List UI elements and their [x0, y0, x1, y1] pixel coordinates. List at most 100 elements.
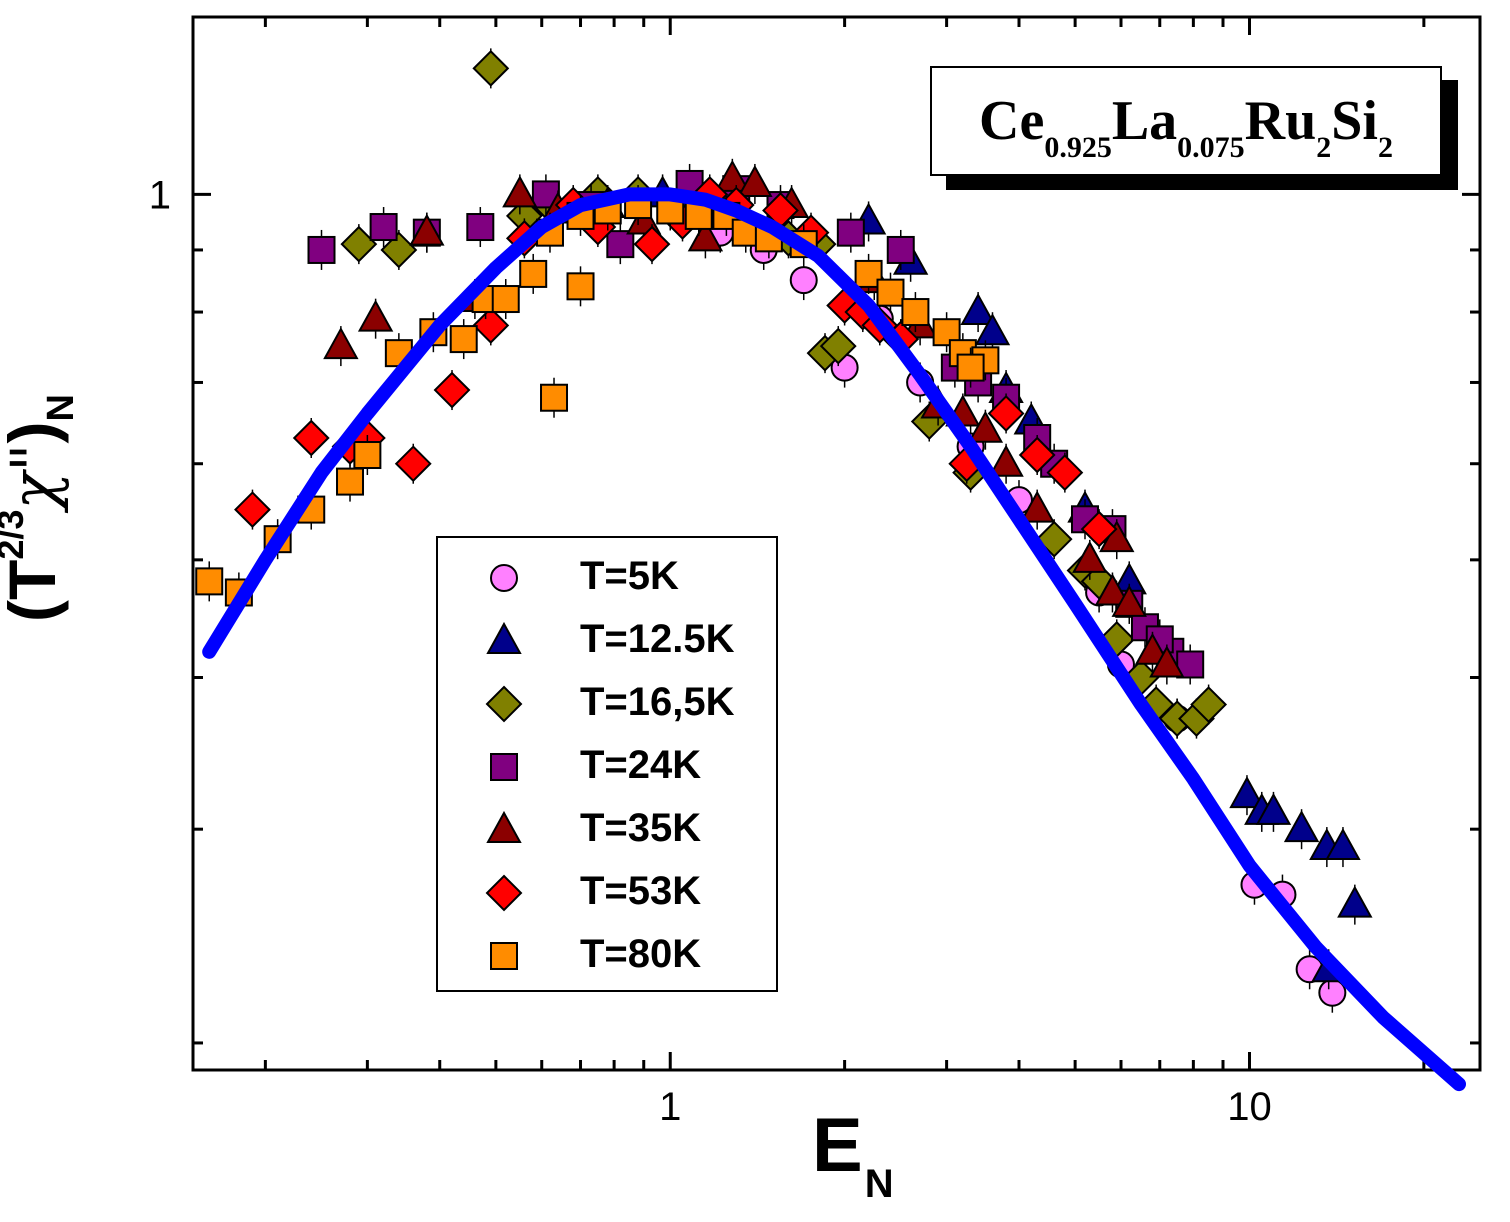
data-point — [956, 353, 985, 382]
legend-item: T=24K — [438, 737, 778, 797]
data-point — [987, 395, 1025, 432]
data-point — [819, 327, 857, 365]
legend-item: T=16,5K — [438, 674, 778, 734]
data-point — [967, 410, 1004, 443]
x-axis-label-sub: N — [864, 1162, 894, 1206]
compound-annotation: Ce0.925La0.075Ru2Si2 — [930, 66, 1442, 176]
data-point — [540, 383, 569, 412]
data-point — [195, 567, 224, 596]
element-ce-sub: 0.925 — [1044, 131, 1112, 164]
legend-marker — [490, 942, 518, 970]
data-point — [876, 278, 905, 307]
data-point — [1134, 632, 1171, 665]
legend-label: T=12.5K — [580, 617, 735, 661]
legend-marker-shape — [485, 874, 523, 912]
data-point — [466, 213, 495, 242]
legend-label: T=5K — [580, 554, 679, 598]
data-point — [1149, 645, 1185, 678]
data-point — [292, 419, 330, 457]
element-si: Si — [1331, 90, 1378, 152]
y-axis-label-close: ) — [0, 421, 69, 444]
legend-marker — [485, 685, 523, 723]
fit-curve — [202, 187, 1466, 1092]
legend-marker — [490, 753, 518, 781]
data-point — [886, 235, 915, 264]
legend-label: T=53K — [580, 869, 702, 913]
data-point — [687, 219, 724, 252]
data-point — [369, 213, 398, 242]
element-ru-sub: 2 — [1316, 131, 1332, 164]
data-point — [1111, 584, 1147, 617]
element-la-sub: 0.075 — [1177, 131, 1245, 164]
data-point — [988, 444, 1024, 477]
data-point — [323, 327, 359, 360]
data-point — [449, 325, 478, 354]
x-tick-label: 1 — [659, 1085, 681, 1129]
data-point — [1019, 490, 1055, 523]
data-point — [1046, 454, 1084, 492]
legend-marker-shape — [490, 564, 518, 592]
data-point — [357, 299, 394, 332]
legend-item: T=12.5K — [438, 611, 778, 671]
y-axis-label-sup: 2/3 — [0, 509, 31, 560]
legend-marker — [486, 621, 522, 654]
data-point — [960, 292, 996, 326]
legend-marker-shape — [486, 810, 522, 843]
data-point — [394, 445, 432, 483]
legend-item: T=80K — [438, 926, 778, 986]
data-point — [1229, 776, 1265, 809]
data-point — [1190, 686, 1228, 723]
data-point — [1337, 885, 1373, 918]
data-point — [1018, 436, 1056, 474]
data-point — [932, 318, 961, 347]
data-point — [307, 235, 336, 264]
series-T=5K — [684, 179, 1347, 1013]
y-axis-label-open: (T — [0, 559, 69, 622]
plot-frame — [191, 15, 1482, 1072]
element-la: La — [1111, 90, 1178, 152]
x-axis-label-main: E — [812, 1103, 863, 1188]
data-point — [566, 272, 595, 301]
data-point — [502, 175, 538, 208]
data-point — [974, 313, 1011, 346]
data-point — [234, 491, 271, 529]
data-point — [519, 259, 548, 288]
data-point — [836, 218, 865, 247]
data-point — [1325, 827, 1361, 861]
element-ru: Ru — [1244, 90, 1317, 152]
data-point — [1080, 510, 1118, 548]
data-point — [472, 306, 510, 344]
element-si-sub: 2 — [1377, 131, 1393, 164]
legend-label: T=24K — [580, 743, 702, 787]
legend-marker-shape — [490, 753, 518, 781]
legend: T=5K T=12.5K T=16,5K T=24K T=35K T=53K T… — [436, 536, 778, 992]
data-point — [353, 441, 382, 470]
legend-label: T=80K — [580, 932, 702, 976]
legend-marker-shape — [490, 942, 518, 970]
x-axis-label: EN — [812, 1102, 894, 1206]
data-point — [472, 49, 510, 87]
data-point — [633, 225, 671, 263]
data-point — [1283, 810, 1320, 843]
legend-item: T=5K — [438, 548, 778, 608]
data-point — [336, 467, 365, 496]
legend-marker — [486, 810, 522, 843]
data-point — [1094, 573, 1131, 606]
data-point — [606, 230, 635, 259]
legend-label: T=16,5K — [580, 680, 735, 724]
data-point — [789, 266, 818, 295]
x-tick-label: 10 — [1227, 1085, 1272, 1129]
legend-marker-shape — [486, 621, 522, 654]
legend-item: T=35K — [438, 800, 778, 860]
y-tick-label: 1 — [149, 173, 171, 217]
legend-label: T=35K — [580, 806, 702, 850]
y-axis-label-sub: N — [40, 394, 82, 422]
y-axis-label-chi: χ" — [0, 443, 70, 510]
data-point — [854, 259, 883, 288]
data-point — [433, 371, 471, 409]
data-point — [901, 298, 930, 327]
data-point — [1072, 540, 1108, 573]
y-axis-label: (T2/3χ")N — [0, 228, 82, 788]
data-point — [491, 285, 520, 314]
